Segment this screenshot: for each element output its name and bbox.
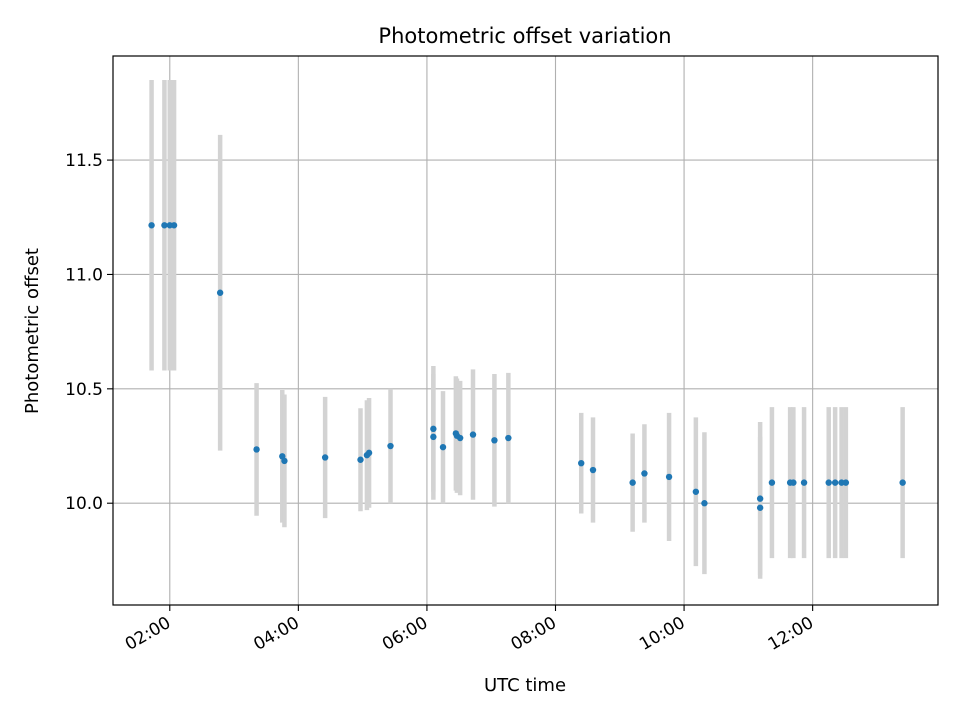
grid [113,56,938,605]
data-point [831,479,839,486]
data-point [589,466,597,474]
data-point [491,437,498,444]
data-point [701,500,708,507]
x-axis-title: UTC time [484,675,566,696]
y-tick-label: 11.0 [65,265,103,285]
y-axis-ticks: 10.0 10.5 11.0 11.5 [65,151,113,514]
data-point [578,459,585,467]
data-point [665,473,673,481]
data-point [253,446,260,453]
data-point [505,434,512,442]
data-point [641,470,648,477]
y-tick-label: 10.0 [65,494,103,514]
data-point [825,479,832,486]
chart-title: Photometric offset variation [378,24,671,48]
data-point [768,479,776,486]
data-point [756,504,764,511]
data-point [430,433,437,441]
data-point [430,425,437,433]
data-point [629,479,636,486]
data-point [439,443,447,451]
y-axis-title: Photometric offset [22,248,43,414]
data-point [148,222,155,229]
data-point [790,479,797,486]
data-point [899,479,906,486]
data-point [321,454,329,461]
data-point [800,479,808,486]
y-tick-label: 11.5 [65,151,103,171]
plot-area-frame [112,55,939,606]
data-point [170,222,178,229]
data-point [692,488,700,495]
data-point [365,449,373,457]
data-point [216,289,224,296]
data-point [357,456,364,463]
data-point [281,457,288,465]
data-point [161,222,168,229]
data-point [469,431,477,438]
data-point [456,434,464,442]
data-point [842,479,850,486]
data-points [148,222,906,511]
y-tick-label: 10.5 [65,380,103,400]
data-point [387,442,394,450]
data-point [756,495,764,502]
